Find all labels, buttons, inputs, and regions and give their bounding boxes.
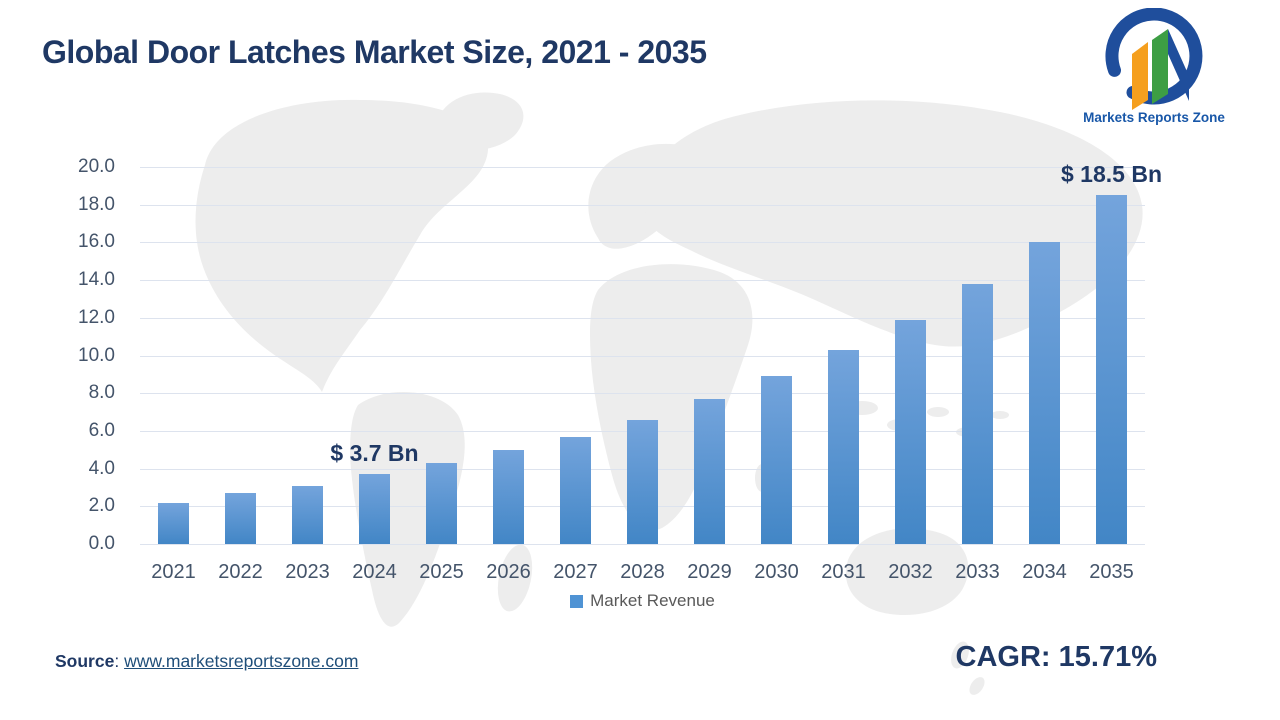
x-axis-tick-label: 2021 xyxy=(151,561,196,583)
bar-2031 xyxy=(828,349,859,544)
gridline xyxy=(140,280,1145,282)
gridline xyxy=(140,544,1145,545)
bar-2029 xyxy=(694,398,725,544)
x-axis-tick-label: 2025 xyxy=(419,561,464,583)
x-axis-tick-label: 2035 xyxy=(1089,561,1134,583)
x-axis-tick-label: 2027 xyxy=(553,561,598,583)
chart-legend: Market Revenue xyxy=(140,591,1145,611)
y-axis-tick-label: 12.0 xyxy=(78,306,115,328)
logo: Markets Reports Zone xyxy=(1078,8,1230,125)
x-axis-tick-label: 2029 xyxy=(687,561,732,583)
bar-2025 xyxy=(426,462,457,544)
data-label-2024: $ 3.7 Bn xyxy=(330,440,419,467)
y-axis-tick-label: 18.0 xyxy=(78,193,115,215)
source-line: Source: www.marketsreportszone.com xyxy=(55,651,358,672)
y-axis-tick-label: 2.0 xyxy=(88,495,115,517)
bar-2028 xyxy=(627,419,658,544)
x-axis-tick-label: 2031 xyxy=(821,561,866,583)
source-label: Source xyxy=(55,651,115,671)
markets-reports-zone-logo-icon xyxy=(1105,8,1203,110)
y-axis-tick-label: 10.0 xyxy=(78,344,115,366)
gridline xyxy=(140,317,1145,319)
source-separator: : xyxy=(114,651,125,671)
y-axis-tick-label: 6.0 xyxy=(88,419,115,441)
bar-2034 xyxy=(1029,242,1060,544)
bar-2021 xyxy=(158,502,189,544)
source-link[interactable]: www.marketsreportszone.com xyxy=(124,651,359,671)
logo-text: Markets Reports Zone xyxy=(1083,110,1225,125)
page-title: Global Door Latches Market Size, 2021 - … xyxy=(42,34,707,70)
y-axis-tick-label: 20.0 xyxy=(78,156,115,177)
bar-2022 xyxy=(225,493,256,544)
legend-label: Market Revenue xyxy=(590,591,715,610)
y-axis-tick-label: 14.0 xyxy=(78,269,115,291)
y-axis-tick-label: 8.0 xyxy=(88,382,115,404)
bar-2030 xyxy=(761,376,792,544)
x-axis-tick-label: 2033 xyxy=(955,561,1000,583)
bar-2023 xyxy=(292,485,323,544)
cagr-value: CAGR: 15.71% xyxy=(955,641,1157,673)
y-axis-tick-label: 16.0 xyxy=(78,231,115,253)
bar-2027 xyxy=(560,436,591,544)
x-axis-tick-label: 2032 xyxy=(888,561,933,583)
gridline xyxy=(140,204,1145,206)
x-axis-tick-label: 2026 xyxy=(486,561,531,583)
y-axis-tick-label: 0.0 xyxy=(88,533,115,554)
x-axis-tick-label: 2024 xyxy=(352,561,397,583)
gridline xyxy=(140,355,1145,357)
gridline xyxy=(140,242,1145,244)
bar-2032 xyxy=(895,319,926,544)
bar-2026 xyxy=(493,449,524,544)
x-axis-tick-label: 2030 xyxy=(754,561,799,583)
x-axis-tick-label: 2028 xyxy=(620,561,665,583)
y-axis-tick-label: 4.0 xyxy=(88,457,115,479)
gridline xyxy=(140,167,1145,168)
x-axis-tick-label: 2034 xyxy=(1022,561,1067,583)
x-axis-tick-label: 2022 xyxy=(218,561,263,583)
bar-2024 xyxy=(359,474,390,544)
gridline xyxy=(140,393,1145,395)
legend-marker-icon xyxy=(570,594,584,608)
x-axis-tick-label: 2023 xyxy=(285,561,330,583)
data-label-2035: $ 18.5 Bn xyxy=(1061,161,1162,188)
bar-2033 xyxy=(962,283,993,544)
bar-2035 xyxy=(1096,195,1127,544)
